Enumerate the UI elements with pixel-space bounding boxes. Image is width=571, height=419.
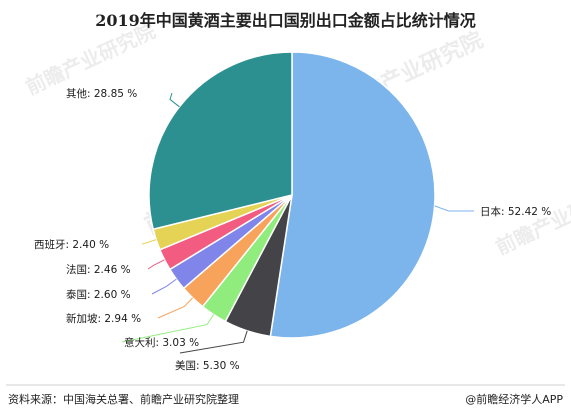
slice-label-6: 法国: 2.46 % bbox=[66, 263, 131, 276]
leader-lines bbox=[121, 92, 474, 354]
pie-slices bbox=[148, 51, 436, 339]
slice-labels: 日本: 52.42 % 美国: 5.30 % 意大利: 3.03 % 新加坡: 2.9… bbox=[34, 87, 551, 372]
source-note: 资料来源：中国海关总署、前瞻产业研究院整理 bbox=[8, 392, 239, 406]
slice-label-3: 意大利: 3.03 % bbox=[124, 336, 199, 349]
brand-credit: @前瞻经济学人APP bbox=[465, 392, 563, 406]
slice-label-7: 西班牙: 2.40 % bbox=[34, 239, 109, 251]
slice-label-8: 其他: 28.85 % bbox=[66, 87, 137, 100]
leader-line-7 bbox=[141, 239, 157, 245]
leader-line-1 bbox=[434, 205, 474, 212]
slice-label-1: 日本: 52.42 % bbox=[480, 205, 551, 218]
pie-slice-1 bbox=[269, 51, 436, 339]
chart-title: 2019年中国黄酒主要出口国别出口金额占比统计情况 bbox=[95, 11, 476, 30]
watermark-text: 前瞻产业研究院 bbox=[492, 179, 571, 260]
pie-slice-8 bbox=[148, 51, 293, 231]
leader-line-8 bbox=[169, 92, 180, 108]
leader-line-5 bbox=[151, 278, 177, 295]
leader-line-4 bbox=[157, 297, 194, 319]
slice-label-4: 新加坡: 2.94 % bbox=[66, 312, 141, 325]
slice-label-2: 美国: 5.30 % bbox=[175, 359, 240, 372]
leader-line-3 bbox=[121, 314, 215, 343]
leader-line-2 bbox=[179, 330, 248, 354]
leader-line-6 bbox=[147, 259, 165, 270]
slice-label-5: 泰国: 2.60 % bbox=[66, 288, 131, 301]
